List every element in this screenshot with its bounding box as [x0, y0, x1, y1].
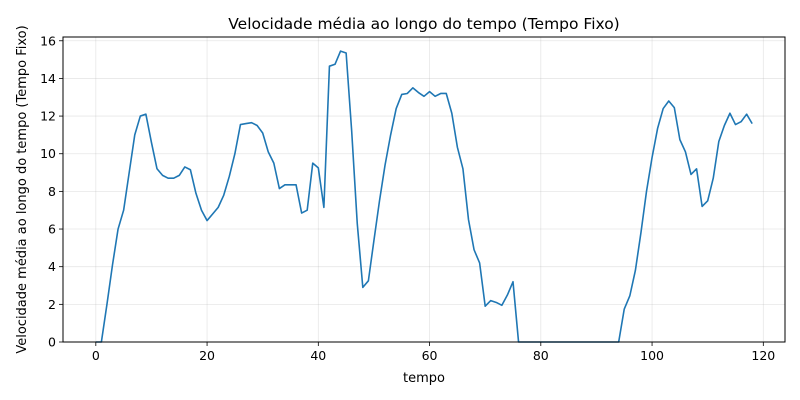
x-tick-label: 60: [422, 348, 438, 363]
x-tick-label: 80: [533, 348, 549, 363]
x-tick-label: 20: [199, 348, 215, 363]
plot-area: [95, 50, 753, 343]
y-tick-label: 2: [48, 297, 56, 312]
x-tick-label: 120: [751, 348, 775, 363]
plot-frame: [62, 36, 786, 343]
y-tick-label: 0: [48, 335, 56, 350]
y-tick-label: 4: [48, 259, 56, 274]
x-axis-label: tempo: [403, 371, 445, 386]
y-tick-label: 8: [48, 184, 56, 199]
grid: [63, 37, 785, 343]
x-tick-label: 40: [310, 348, 326, 363]
series-line: [95, 50, 753, 343]
axis-ticks: 0 20 40 60 80 100 120 0 2 4 6 8 10 12 14 16: [40, 33, 775, 363]
chart-title: Velocidade média ao longo do tempo (Temp…: [228, 15, 619, 33]
y-tick-label: 14: [40, 71, 56, 86]
x-tick-label: 0: [92, 348, 100, 363]
y-tick-label: 10: [40, 146, 56, 161]
y-tick-label: 12: [40, 109, 56, 124]
x-tick-label: 100: [640, 348, 664, 363]
y-tick-label: 6: [48, 222, 56, 237]
y-tick-label: 16: [40, 33, 56, 48]
y-axis-label: Velocidade média ao longo do tempo (Temp…: [15, 25, 30, 353]
